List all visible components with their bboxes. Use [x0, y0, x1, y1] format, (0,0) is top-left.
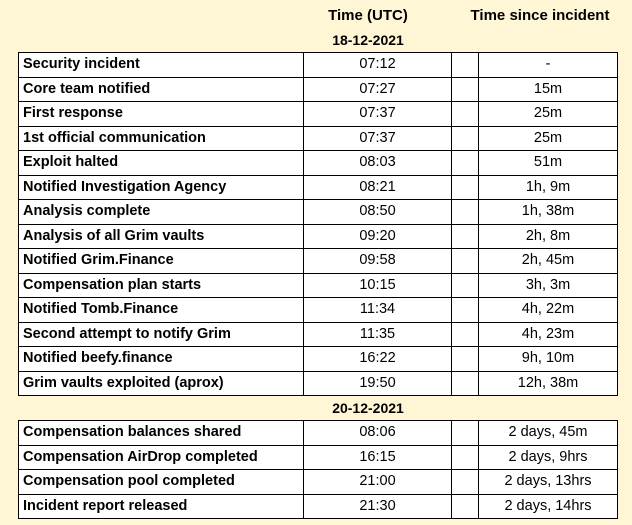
spacer-cell: [451, 248, 479, 274]
table-row: Notified Investigation Agency 08:21 1h, 9m: [18, 174, 618, 200]
event-cell: Compensation balances shared: [18, 420, 304, 446]
event-cell: Compensation pool completed: [18, 469, 304, 495]
section-date-1: 18-12-2021: [332, 32, 404, 48]
section-date-2: 20-12-2021: [332, 400, 404, 416]
time-utc-cell: 11:34: [303, 297, 452, 323]
time-since-cell: 1h, 38m: [478, 199, 618, 225]
time-utc-cell: 08:21: [303, 174, 452, 200]
spacer-cell: [451, 346, 479, 372]
spacer-cell: [451, 150, 479, 176]
event-cell: Notified Tomb.Finance: [18, 297, 304, 323]
spacer-cell: [451, 76, 479, 102]
timeline-table-2: Compensation balances shared 08:06 2 days,…: [18, 420, 618, 519]
table-row: Core team notified 07:27 15m: [18, 76, 618, 102]
header-time-utc: Time (UTC): [328, 7, 408, 24]
time-since-cell: 4h, 22m: [478, 297, 618, 323]
table-row: Compensation balances shared 08:06 2 days,…: [18, 420, 618, 446]
time-utc-cell: 07:37: [303, 101, 452, 127]
spacer-cell: [451, 272, 479, 298]
time-since-cell: 2 days, 9hrs: [478, 444, 618, 470]
time-utc-cell: 07:37: [303, 125, 452, 151]
time-utc-cell: 19:50: [303, 370, 452, 396]
time-since-cell: 25m: [478, 125, 618, 151]
table-row: Grim vaults exploited (aprox) 19:50 12h, 3…: [18, 370, 618, 396]
time-utc-cell: 16:22: [303, 346, 452, 372]
time-since-cell: 15m: [478, 76, 618, 102]
time-since-cell: 25m: [478, 101, 618, 127]
table-row: Security incident 07:12-: [18, 52, 618, 78]
table-row: First response 07:37 25m: [18, 101, 618, 127]
spacer-cell: [451, 125, 479, 151]
time-utc-cell: 09:20: [303, 223, 452, 249]
event-cell: Analysis complete: [18, 199, 304, 225]
table-row: Compensation plan starts 10:15 3h, 3m: [18, 272, 618, 298]
header-time-since-incident: Time since incident: [470, 7, 610, 24]
table-row: Notified beefy.finance 16:22 9h, 10m: [18, 346, 618, 372]
spacer-cell: [451, 297, 479, 323]
table-row: Analysis of all Grim vaults 09:20 2h, 8m: [18, 223, 618, 249]
table-row: Second attempt to notify Grim 11:35 4h, 23…: [18, 321, 618, 347]
time-utc-cell: 16:15: [303, 444, 452, 470]
event-cell: Security incident: [18, 52, 304, 78]
time-since-cell: 2 days, 14hrs: [478, 493, 618, 519]
event-cell: Notified beefy.finance: [18, 346, 304, 372]
table-row: Notified Tomb.Finance 11:34 4h, 22m: [18, 297, 618, 323]
time-since-cell: 1h, 9m: [478, 174, 618, 200]
event-cell: Grim vaults exploited (aprox): [18, 370, 304, 396]
spacer-cell: [451, 101, 479, 127]
spacer-cell: [451, 469, 479, 495]
time-since-cell: 3h, 3m: [478, 272, 618, 298]
event-cell: Exploit halted: [18, 150, 304, 176]
event-cell: 1st official communication: [18, 125, 304, 151]
event-cell: Incident report released: [18, 493, 304, 519]
event-cell: Notified Investigation Agency: [18, 174, 304, 200]
spacer-cell: [451, 52, 479, 78]
time-utc-cell: 08:03: [303, 150, 452, 176]
time-since-cell: 12h, 38m: [478, 370, 618, 396]
time-since-cell: 2h, 45m: [478, 248, 618, 274]
event-cell: Second attempt to notify Grim: [18, 321, 304, 347]
event-cell: Notified Grim.Finance: [18, 248, 304, 274]
spacer-cell: [451, 370, 479, 396]
time-since-cell: 2h, 8m: [478, 223, 618, 249]
table-row: Analysis complete 08:50 1h, 38m: [18, 199, 618, 225]
table-row: Notified Grim.Finance 09:58 2h, 45m: [18, 248, 618, 274]
time-since-cell: 2 days, 45m: [478, 420, 618, 446]
table-row: Compensation AirDrop completed 16:15 2 day…: [18, 444, 618, 470]
table-row: Incident report released 21:30 2 days, 14h…: [18, 493, 618, 519]
table-row: Compensation pool completed 21:00 2 days, …: [18, 469, 618, 495]
time-since-cell: -: [478, 52, 618, 78]
time-utc-cell: 21:00: [303, 469, 452, 495]
timeline-table-1: Security incident 07:12- Core team notifie…: [18, 52, 618, 396]
time-utc-cell: 08:50: [303, 199, 452, 225]
table-row: 1st official communication 07:37 25m: [18, 125, 618, 151]
time-since-cell: 51m: [478, 150, 618, 176]
event-cell: First response: [18, 101, 304, 127]
spacer-cell: [451, 321, 479, 347]
spacer-cell: [451, 174, 479, 200]
event-cell: Compensation plan starts: [18, 272, 304, 298]
time-since-cell: 2 days, 13hrs: [478, 469, 618, 495]
time-utc-cell: 08:06: [303, 420, 452, 446]
table-row: Exploit halted 08:03 51m: [18, 150, 618, 176]
event-cell: Analysis of all Grim vaults: [18, 223, 304, 249]
event-cell: Core team notified: [18, 76, 304, 102]
time-utc-cell: 10:15: [303, 272, 452, 298]
event-cell: Compensation AirDrop completed: [18, 444, 304, 470]
time-utc-cell: 07:12: [303, 52, 452, 78]
spacer-cell: [451, 420, 479, 446]
time-utc-cell: 09:58: [303, 248, 452, 274]
time-utc-cell: 07:27: [303, 76, 452, 102]
spacer-cell: [451, 223, 479, 249]
spacer-cell: [451, 493, 479, 519]
spacer-cell: [451, 444, 479, 470]
spacer-cell: [451, 199, 479, 225]
time-utc-cell: 21:30: [303, 493, 452, 519]
time-utc-cell: 11:35: [303, 321, 452, 347]
time-since-cell: 4h, 23m: [478, 321, 618, 347]
time-since-cell: 9h, 10m: [478, 346, 618, 372]
